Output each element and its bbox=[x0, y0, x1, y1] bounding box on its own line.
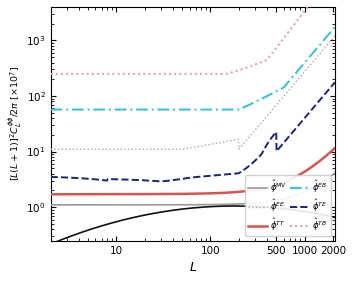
X-axis label: $L$: $L$ bbox=[189, 261, 197, 274]
Legend: $\hat{\phi}^{\rm MV}$, $\hat{\phi}^{EE}$, $\hat{\phi}^{TT}$, $\hat{\phi}^{EB}$, : $\hat{\phi}^{\rm MV}$, $\hat{\phi}^{EE}$… bbox=[245, 175, 331, 236]
Y-axis label: $[L(L+1)]^2C_L^{\phi\phi}/2\pi\ [\times10^7]$: $[L(L+1)]^2C_L^{\phi\phi}/2\pi\ [\times1… bbox=[7, 66, 24, 181]
